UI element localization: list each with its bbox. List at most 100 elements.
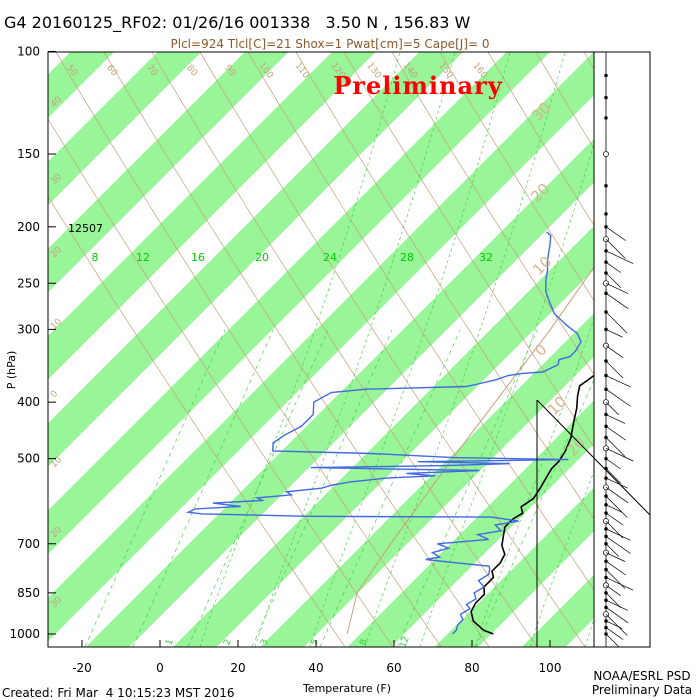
wind-barb (605, 633, 620, 647)
temperature-band (48, 52, 202, 206)
x-tick-label: 20 (230, 661, 245, 675)
dry-adiabat-line (391, 52, 594, 376)
mixing-ratio-label: 8 (358, 638, 369, 647)
y-tick-label: 200 (17, 220, 40, 234)
wind-barb (605, 360, 624, 379)
wind-barb (605, 569, 626, 589)
y-tick-label: 300 (17, 322, 40, 336)
y-axis-label: P (hPa) (5, 351, 18, 390)
temperature-band (48, 52, 376, 380)
mixing-ratio-label: 2 (222, 638, 233, 647)
temperature-band (48, 52, 289, 293)
x-tick-label: 0 (156, 661, 164, 675)
wind-barb (605, 375, 631, 388)
y-tick-label: 500 (17, 452, 40, 466)
x-tick-label: 40 (308, 661, 323, 675)
y-tick-label: 100 (17, 44, 40, 58)
moist-adiabat-line (695, 52, 700, 647)
x-tick-label: -20 (72, 661, 92, 675)
moist-adiabat-line (254, 52, 456, 647)
mixing-ratio-line (396, 329, 538, 647)
dry-adiabat-line (199, 52, 586, 647)
mixing-ratio-line (251, 329, 393, 647)
dry-adiabat-line (583, 52, 594, 70)
dry-adiabat-line (48, 118, 394, 647)
wind-barb (605, 401, 619, 416)
wind-level-dot (603, 151, 609, 157)
mixing-ratio-label: 28 (400, 251, 414, 264)
moist-adiabat-line (419, 142, 594, 647)
created-timestamp: Created: Fri Mar 4 10:15:23 MST 2016 (2, 686, 235, 700)
moist-adiabat-line (309, 52, 511, 647)
dry-adiabat-line (680, 52, 700, 648)
x-tick-label: 60 (386, 661, 401, 675)
x-tick-label: 80 (464, 661, 479, 675)
dry-adiabat-line (295, 52, 594, 520)
wind-barb (605, 414, 626, 424)
dry-adiabat-line (247, 52, 594, 591)
temperature-band (48, 52, 114, 118)
y-tick-label: 400 (17, 395, 40, 409)
wind-barb (605, 329, 623, 338)
wind-barb (605, 543, 619, 557)
wind-level-dot (604, 619, 608, 623)
theta-e-label: 0 (531, 340, 550, 359)
wind-barb (605, 487, 629, 504)
dry-adiabat-line (48, 195, 346, 647)
moist-adiabat-line (364, 52, 566, 647)
temperature-band (173, 226, 594, 647)
wind-barb (605, 607, 629, 624)
temperature-band (48, 52, 463, 467)
wind-barb (605, 599, 628, 611)
wind-barb (605, 226, 626, 241)
wind-level-dot (604, 95, 608, 100)
wind-barb (605, 447, 634, 462)
mixing-ratio-line (319, 329, 461, 647)
temperature-band (347, 400, 594, 647)
parcel-line (346, 266, 594, 635)
mixing-ratio-label: 12 (398, 635, 411, 649)
moist-adiabat-line (199, 52, 401, 647)
wind-level-dot (604, 116, 608, 120)
wind-barb (605, 250, 634, 264)
mixing-ratio-line (475, 379, 594, 647)
mixing-ratio-line (132, 329, 274, 647)
wind-barb (605, 627, 624, 640)
dewpoint-line (185, 231, 582, 635)
chart-title: G4 20160125_RF02: 01/26/16 001338 3.50 N… (4, 13, 471, 33)
wind-barb (605, 282, 628, 294)
mixing-ratio-label: 24 (323, 251, 337, 264)
wind-barb (605, 272, 622, 289)
mixing-ratio-line (187, 329, 329, 647)
wind-barb (605, 504, 623, 513)
mixing-ratio-label: 20 (255, 251, 269, 264)
wind-barb (605, 528, 631, 541)
parcel-path (346, 266, 594, 635)
dry-adiabat-line (151, 52, 538, 647)
mixing-ratio-line (84, 329, 226, 647)
wind-barb (605, 585, 621, 596)
mixing-ratio-label: 3 (259, 638, 270, 647)
mixing-ratio-label: 1 (164, 638, 175, 647)
wind-barb (605, 388, 631, 407)
temperature-band (521, 574, 594, 647)
wind-level-dot (604, 183, 608, 188)
temperature-band (643, 0, 700, 700)
wind-barb (605, 311, 628, 334)
dry-adiabat-line (632, 52, 700, 648)
y-tick-label: 700 (17, 537, 40, 551)
temperature-band (48, 52, 550, 554)
wind-level-dot (604, 527, 608, 531)
wind-barb (605, 614, 628, 636)
wind-barb (605, 536, 631, 554)
wind-barb (605, 345, 624, 359)
chart-subtitle: Plcl=924 Tlcl[C]=21 Shox=1 Pwat[cm]=5 Ca… (171, 37, 490, 51)
temperature-band (85, 138, 594, 647)
wind-barb (605, 477, 628, 489)
wind-profile (603, 52, 634, 647)
org-label: NOAA/ESRL PSD (593, 669, 690, 683)
y-tick-label: 1000 (9, 627, 40, 641)
